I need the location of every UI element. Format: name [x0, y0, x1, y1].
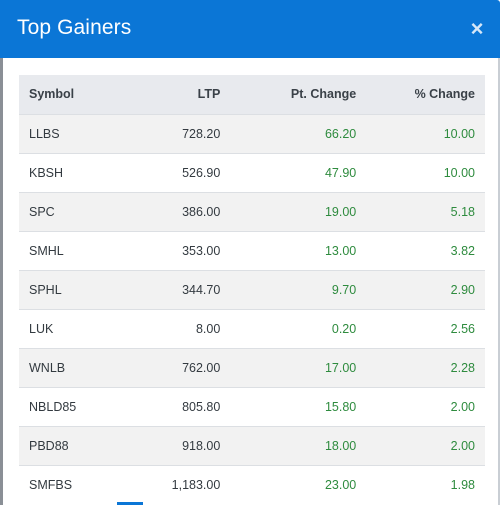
cell-symbol: WNLB — [29, 360, 66, 375]
cell-ltp: 728.20 — [182, 126, 221, 141]
table-row[interactable]: KBSH 526.90 47.90 10.00 — [19, 153, 485, 192]
cell-pct-change: 3.82 — [450, 243, 475, 258]
gainers-table: Symbol LTP Pt. Change % Change LLBS 728.… — [19, 75, 485, 504]
modal-title: Top Gainers — [17, 16, 132, 39]
cell-symbol: LUK — [29, 321, 54, 336]
cell-pt-change: 18.00 — [324, 438, 357, 453]
table-row[interactable]: LUK 8.00 0.20 2.56 — [19, 309, 485, 348]
table-header-row: Symbol LTP Pt. Change % Change — [19, 75, 485, 114]
modal-header: Top Gainers × — [0, 0, 500, 58]
cell-pt-change: 9.70 — [331, 282, 357, 297]
cell-symbol: SMHL — [29, 243, 64, 258]
cell-pt-change: 23.00 — [324, 477, 357, 492]
table-row[interactable]: SMFBS 1,183.00 23.00 1.98 — [19, 465, 485, 504]
cell-pct-change: 2.56 — [450, 321, 475, 336]
cell-ltp: 918.00 — [182, 438, 221, 453]
cell-ltp: 526.90 — [182, 165, 221, 180]
cell-symbol: PBD88 — [29, 438, 69, 453]
cell-pt-change: 66.20 — [324, 126, 357, 141]
table-row[interactable]: WNLB 762.00 17.00 2.28 — [19, 348, 485, 387]
cell-symbol: LLBS — [29, 126, 60, 141]
cell-pt-change: 15.80 — [324, 399, 357, 414]
cell-pt-change: 47.90 — [324, 165, 357, 180]
column-header-ltp[interactable]: LTP — [197, 87, 221, 102]
modal-right-edge — [498, 58, 500, 505]
cell-ltp: 353.00 — [182, 243, 221, 258]
cell-pct-change: 2.00 — [450, 399, 475, 414]
cell-pt-change: 17.00 — [324, 360, 357, 375]
close-icon[interactable]: × — [470, 16, 484, 41]
cell-pt-change: 19.00 — [324, 204, 357, 219]
table-row[interactable]: LLBS 728.20 66.20 10.00 — [19, 114, 485, 153]
scroll-indicator[interactable] — [117, 502, 143, 505]
cell-pct-change: 1.98 — [450, 477, 475, 492]
cell-ltp: 805.80 — [182, 399, 221, 414]
cell-pct-change: 2.90 — [450, 282, 475, 297]
cell-pct-change: 10.00 — [443, 165, 475, 180]
cell-symbol: KBSH — [29, 165, 64, 180]
gainers-table-container: Symbol LTP Pt. Change % Change LLBS 728.… — [19, 75, 485, 504]
modal-left-edge — [0, 58, 3, 505]
cell-symbol: SPC — [29, 204, 55, 219]
table-row[interactable]: SPHL 344.70 9.70 2.90 — [19, 270, 485, 309]
cell-symbol: NBLD85 — [29, 399, 77, 414]
cell-ltp: 386.00 — [182, 204, 221, 219]
cell-symbol: SMFBS — [29, 477, 73, 492]
table-row[interactable]: SPC 386.00 19.00 5.18 — [19, 192, 485, 231]
column-header-pt-change[interactable]: Pt. Change — [290, 87, 357, 102]
table-row[interactable]: PBD88 918.00 18.00 2.00 — [19, 426, 485, 465]
cell-pct-change: 5.18 — [450, 204, 475, 219]
cell-pct-change: 2.28 — [450, 360, 475, 375]
cell-pct-change: 10.00 — [443, 126, 475, 141]
cell-ltp: 762.00 — [182, 360, 221, 375]
cell-ltp: 1,183.00 — [171, 477, 221, 492]
cell-pt-change: 13.00 — [324, 243, 357, 258]
cell-pct-change: 2.00 — [450, 438, 475, 453]
column-header-symbol[interactable]: Symbol — [29, 87, 75, 102]
table-row[interactable]: NBLD85 805.80 15.80 2.00 — [19, 387, 485, 426]
cell-pt-change: 0.20 — [331, 321, 357, 336]
column-header-pct-change[interactable]: % Change — [414, 87, 475, 102]
cell-symbol: SPHL — [29, 282, 62, 297]
cell-ltp: 344.70 — [182, 282, 221, 297]
table-row[interactable]: SMHL 353.00 13.00 3.82 — [19, 231, 485, 270]
cell-ltp: 8.00 — [195, 321, 221, 336]
